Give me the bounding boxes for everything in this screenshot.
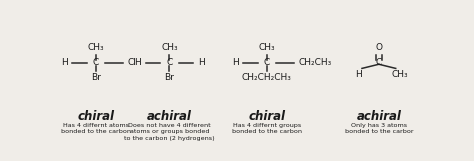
Text: CH₂CH₃: CH₂CH₃ bbox=[299, 58, 332, 67]
Text: C: C bbox=[166, 58, 173, 67]
Text: H: H bbox=[232, 58, 238, 67]
Text: chiral: chiral bbox=[248, 110, 285, 123]
Text: C: C bbox=[264, 58, 270, 67]
Text: Only has 3 atoms
bonded to the carbor: Only has 3 atoms bonded to the carbor bbox=[345, 123, 413, 134]
Text: CH₃: CH₃ bbox=[88, 43, 104, 52]
Text: H: H bbox=[135, 58, 141, 67]
Text: CH₂CH₂CH₃: CH₂CH₂CH₃ bbox=[242, 73, 292, 82]
Text: Has 4 differnt groups
bonded to the carbon: Has 4 differnt groups bonded to the carb… bbox=[232, 123, 302, 134]
Text: Has 4 differnt atoms
bonded to the carbon: Has 4 differnt atoms bonded to the carbo… bbox=[61, 123, 131, 134]
Text: H: H bbox=[355, 70, 362, 79]
Text: O: O bbox=[375, 43, 383, 52]
Text: H: H bbox=[61, 58, 68, 67]
Text: achiral: achiral bbox=[356, 110, 401, 123]
Text: C: C bbox=[93, 58, 99, 67]
Text: C: C bbox=[376, 58, 382, 67]
Text: chiral: chiral bbox=[77, 110, 115, 123]
Text: Br: Br bbox=[164, 73, 174, 82]
Text: Does not have 4 different
atoms or groups bonded
to the carbon (2 hydrogens): Does not have 4 different atoms or group… bbox=[124, 123, 215, 141]
Text: achiral: achiral bbox=[147, 110, 192, 123]
Text: CH₃: CH₃ bbox=[391, 70, 408, 79]
Text: CH₃: CH₃ bbox=[258, 43, 275, 52]
Text: CH₃: CH₃ bbox=[161, 43, 178, 52]
Text: Br: Br bbox=[91, 73, 101, 82]
Text: Cl: Cl bbox=[128, 58, 137, 67]
Text: H: H bbox=[198, 58, 204, 67]
